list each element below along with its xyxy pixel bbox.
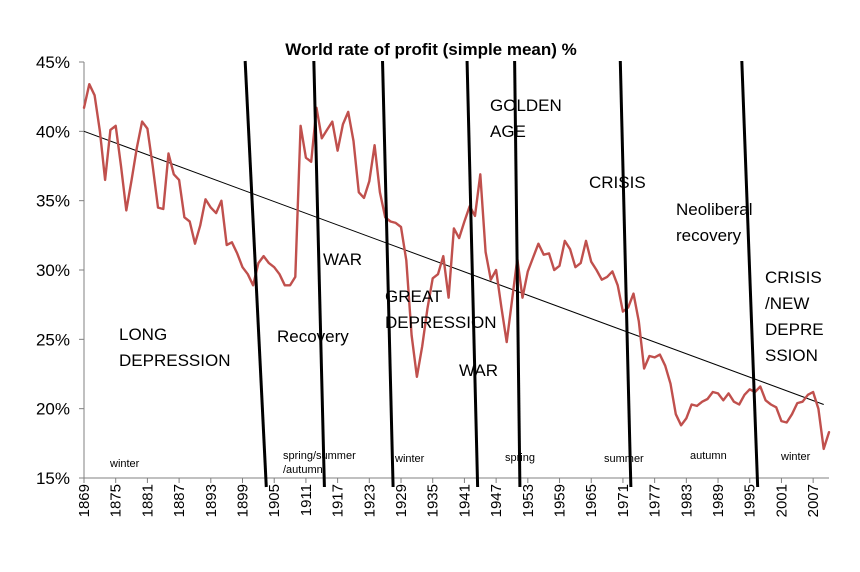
trendline-group [83, 130, 824, 405]
season-label: winter [394, 453, 425, 465]
era-label: LONG [119, 325, 167, 344]
x-tick-label: 1935 [425, 484, 442, 517]
era-label: recovery [676, 226, 742, 245]
era-divider [243, 60, 268, 488]
x-tick-label: 1893 [203, 484, 220, 517]
x-tick-label: 2001 [773, 484, 790, 517]
season-label: spring/summer [283, 450, 356, 462]
x-tick-label: 1947 [488, 484, 505, 517]
era-label: CRISIS [589, 173, 646, 192]
axes [83, 62, 829, 479]
x-tick-label: 1881 [139, 484, 156, 517]
x-tick-label: 1953 [520, 484, 537, 517]
x-tick-label: 1917 [330, 484, 347, 517]
season-labels: winter spring/summer/autumn winter spring su… [109, 450, 811, 476]
x-tick-label: 1995 [742, 484, 759, 517]
season-label: winter [780, 451, 811, 463]
era-label: Recovery [277, 327, 349, 346]
era-divider [381, 60, 395, 488]
season-label: spring [505, 452, 535, 464]
x-tick-label: 1875 [108, 484, 125, 517]
era-label: WAR [323, 250, 362, 269]
era-label: AGE [490, 122, 526, 141]
era-divider [513, 60, 522, 488]
era-label: DEPRE [765, 320, 824, 339]
x-tick-label: 1971 [615, 484, 632, 517]
x-tick-label: 1905 [266, 484, 283, 517]
x-tick-label: 1923 [361, 484, 378, 517]
era-labels: LONGDEPRESSIONRecoveryWARGREATDEPRESSION… [119, 96, 824, 380]
era-divider [618, 60, 633, 488]
era-label: SSION [765, 346, 818, 365]
x-tick-label: 1929 [393, 484, 410, 517]
season-label: autumn [690, 450, 727, 462]
era-label: CRISIS [765, 268, 822, 287]
y-tick-label: 20% [36, 400, 70, 419]
y-tick-label: 40% [36, 122, 70, 141]
x-tick-label: 1983 [678, 484, 695, 517]
series-line [82, 82, 831, 451]
era-label: DEPRESSION [385, 313, 496, 332]
x-tick-label: 1941 [456, 484, 473, 517]
era-dividers [243, 60, 760, 488]
era-label: WAR [459, 361, 498, 380]
era-label: DEPRESSION [119, 351, 230, 370]
x-tick-label: 1965 [583, 484, 600, 517]
era-divider [740, 60, 760, 488]
x-tick-label: 1899 [235, 484, 252, 517]
y-tick-label: 35% [36, 192, 70, 211]
y-tick-label: 30% [36, 261, 70, 280]
series-group [82, 82, 831, 451]
trendline [83, 130, 824, 405]
season-label: summer [604, 453, 644, 465]
y-tick-label: 25% [36, 330, 70, 349]
x-tick-label: 1959 [552, 484, 569, 517]
x-tick-label: 1887 [171, 484, 188, 517]
x-tick-label: 2007 [805, 484, 822, 517]
y-tick-label: 45% [36, 53, 70, 72]
y-tick-labels: 15% 20% 25% 30% 35% 40% 45% [36, 53, 84, 488]
season-label: /autumn [283, 464, 323, 476]
x-tick-label: 1989 [710, 484, 727, 517]
era-label: GREAT [385, 287, 442, 306]
x-tick-label: 1869 [76, 484, 93, 517]
chart-title: World rate of profit (simple mean) % [285, 40, 577, 59]
era-label: /NEW [765, 294, 809, 313]
x-tick-label: 1977 [647, 484, 664, 517]
era-divider [465, 60, 480, 488]
era-divider [312, 60, 326, 488]
x-tick-labels: 1869 1875 1881 1887 1893 1899 1905 1911 1917 1923… [76, 478, 822, 517]
x-tick-label: 1911 [298, 484, 315, 516]
season-label: winter [109, 458, 140, 470]
era-label: GOLDEN [490, 96, 562, 115]
y-tick-label: 15% [36, 469, 70, 488]
era-label: Neoliberal [676, 200, 753, 219]
